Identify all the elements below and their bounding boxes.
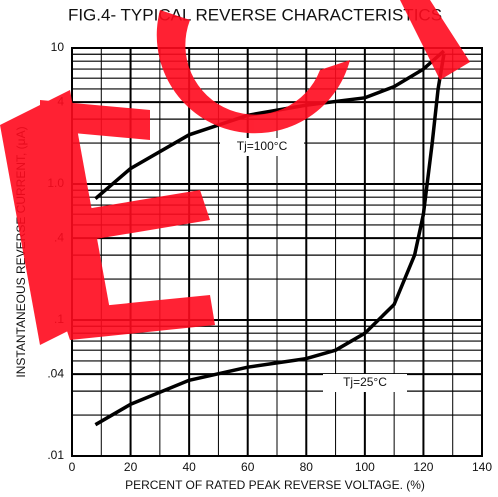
- y-tick-label: 10: [51, 40, 65, 54]
- x-tick-label: 0: [69, 460, 76, 474]
- y-tick-label: .04: [47, 366, 64, 380]
- x-tick-label: 100: [355, 460, 375, 474]
- series-label: Tj=100°C: [237, 139, 288, 153]
- series-label: Tj=25°C: [343, 375, 387, 389]
- chart: FIG.4- TYPICAL REVERSE CHARACTERISTICS P…: [0, 0, 498, 497]
- x-tick-label: 120: [413, 460, 433, 474]
- chart-title: FIG.4- TYPICAL REVERSE CHARACTERISTICS: [68, 5, 442, 24]
- x-tick-label: 80: [300, 460, 314, 474]
- x-tick-label: 20: [124, 460, 138, 474]
- x-tick-label: 40: [182, 460, 196, 474]
- x-tick-label: 140: [472, 460, 492, 474]
- x-axis-label: PERCENT OF RATED PEAK REVERSE VOLTAGE. (…: [125, 478, 425, 492]
- y-tick-label: .01: [47, 448, 64, 462]
- x-tick-label: 60: [241, 460, 255, 474]
